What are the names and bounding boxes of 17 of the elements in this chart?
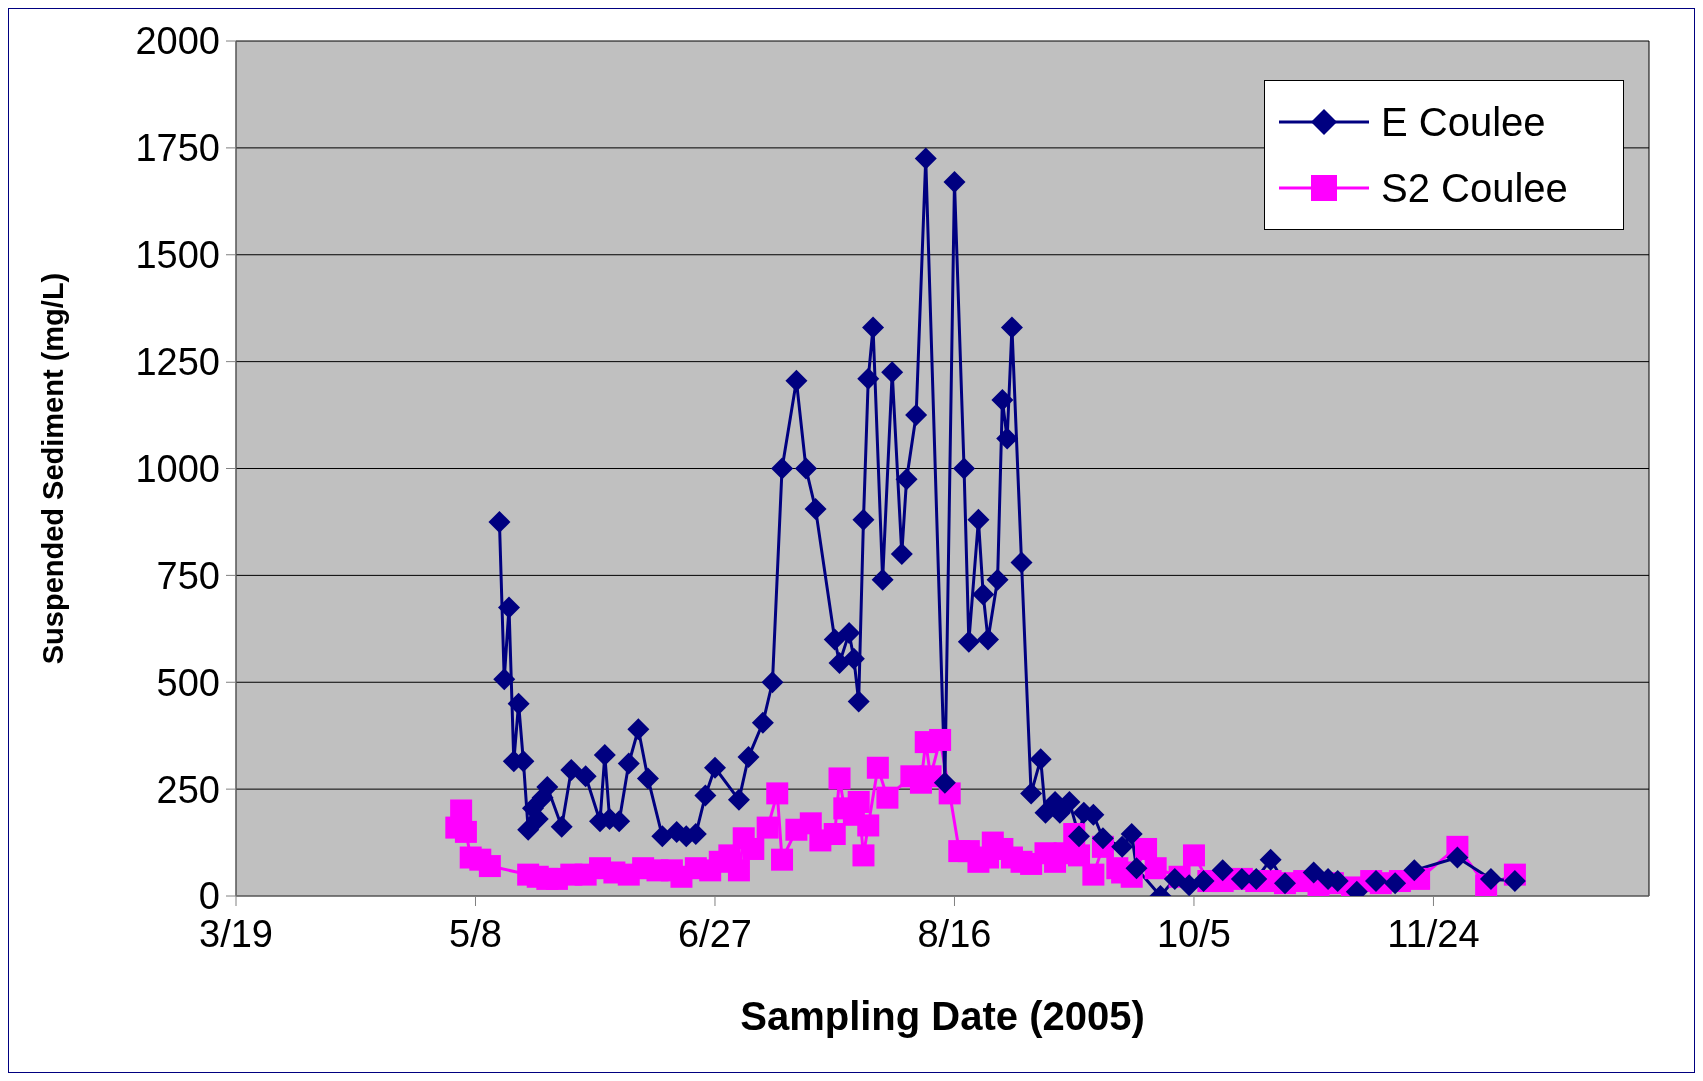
x-axis-title: Sampling Date (2005) [740, 994, 1145, 1038]
legend-label: E Coulee [1381, 99, 1546, 145]
y-tick-label: 1750 [135, 127, 220, 170]
x-tick-label: 5/8 [449, 912, 502, 955]
y-tick-label: 250 [156, 768, 220, 811]
y-tick-label: 1000 [135, 447, 220, 490]
y-tick-label: 2000 [135, 20, 220, 63]
y-tick-label: 750 [156, 554, 220, 597]
y-tick-label: 1500 [135, 234, 220, 277]
y-tick-label: 500 [156, 661, 220, 704]
x-tick-label: 6/27 [678, 912, 752, 955]
x-tick-label: 11/24 [1387, 912, 1480, 955]
x-tick-label: 10/5 [1156, 912, 1231, 955]
legend-label: S2 Coulee [1381, 165, 1568, 211]
y-axis-title: Suspended Sediment (mg/L) [37, 272, 70, 665]
x-tick-label: 8/16 [917, 912, 992, 955]
y-tick-label: 1250 [135, 341, 220, 384]
